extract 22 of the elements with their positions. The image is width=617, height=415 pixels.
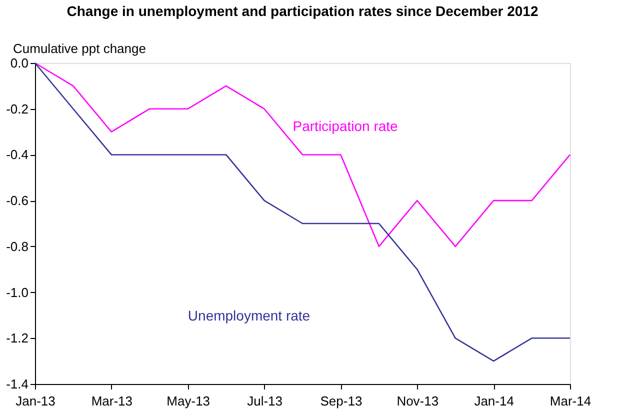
line-series: [34, 62, 571, 248]
y-tick-label: -0.4: [6, 147, 28, 162]
y-tick-label: -1.0: [6, 284, 28, 300]
x-tick-label: May-13: [166, 394, 210, 408]
y-tick-label: -1.4: [6, 376, 28, 392]
x-tick-label: Jan-13: [16, 394, 56, 408]
x-tick-label: Sep-13: [320, 394, 362, 408]
x-tick-label: Jan-14: [474, 394, 514, 408]
y-tick-label: -0.6: [6, 193, 28, 208]
chart-title: Change in unemployment and participation rates since December 2012: [66, 3, 538, 19]
line-series: [34, 62, 571, 362]
x-tick-label: Jul-13: [247, 394, 282, 408]
x-tick-label: Mar-13: [91, 394, 133, 408]
x-tick-label: Mar-14: [550, 394, 592, 408]
y-tick-label: -0.8: [6, 238, 28, 254]
series-label: Participation rate: [292, 118, 398, 134]
y-tick-label: 0.0: [10, 56, 28, 70]
y-tick-label: -1.2: [6, 330, 28, 346]
y-axis-title: Cumulative ppt change: [13, 41, 146, 56]
x-tick-label: Nov-13: [396, 394, 439, 408]
text: Unemployment rate: [188, 308, 310, 324]
y-tick-label: -0.2: [6, 101, 28, 116]
